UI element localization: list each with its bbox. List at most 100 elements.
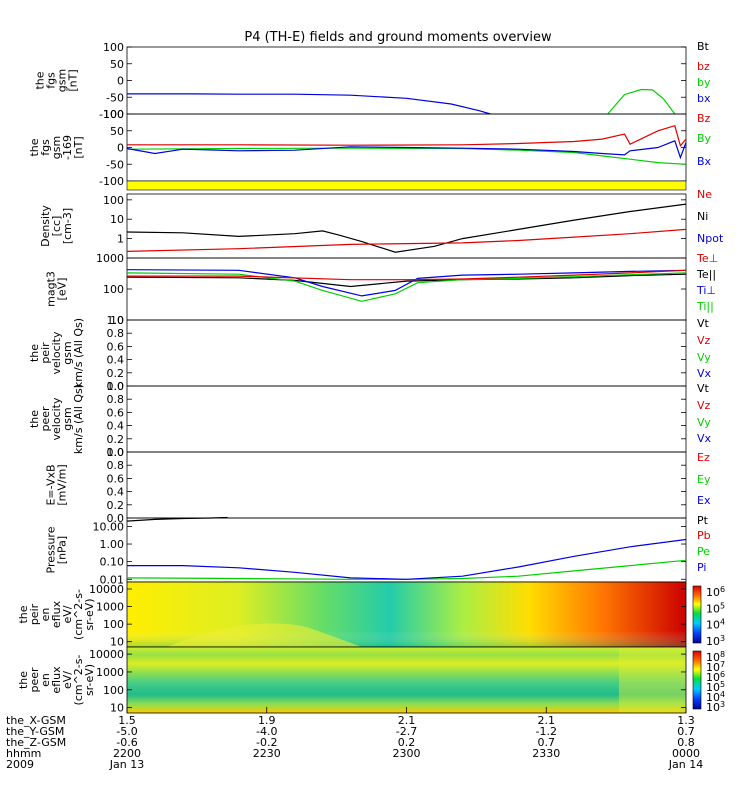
legend-Te⊥: Te⊥ <box>696 252 718 265</box>
legend-By: By <box>697 132 712 145</box>
legend-Pt: Pt <box>697 514 709 527</box>
x-tick-label: 0.7 <box>677 725 695 738</box>
legend-Npot: Npot <box>697 232 724 245</box>
y-tick-label: 0.4 <box>107 354 125 367</box>
y-tick-label: 0.2 <box>107 433 125 446</box>
colorbar-tick-label: 108 <box>706 650 725 664</box>
legend-Vy: Vy <box>697 351 711 364</box>
colorbar-tick-label: 107 <box>706 660 725 674</box>
y-label-line: peir <box>28 603 41 625</box>
colorbar-scale <box>692 585 702 644</box>
legend-Pe: Pe <box>697 545 710 558</box>
y-tick-label: 10.00 <box>93 520 125 533</box>
y-axis-label: Pressure[nPa] <box>45 526 69 573</box>
y-tick-label: 0.2 <box>107 367 125 380</box>
y-tick-label: 0.4 <box>107 420 125 433</box>
y-tick-label: 0.6 <box>107 406 125 419</box>
panel-peirvel: 1.00.80.60.40.20.0thepeirvelocitygsmkm/s… <box>28 314 712 393</box>
x-tick-label: 1.5 <box>118 714 136 727</box>
y-label-line: en <box>39 608 52 622</box>
y-label-line: eV/ <box>61 605 74 623</box>
y-label-line: peer <box>28 667 41 693</box>
y-tick-label: -50 <box>106 158 124 171</box>
y-tick-label: 1.0 <box>107 446 125 459</box>
y-label-line: Density <box>39 205 52 247</box>
x-tick-label: 2.1 <box>398 714 416 727</box>
colorbar-scale <box>692 650 702 710</box>
x-axis-row-label: the_Y-GSM <box>6 725 64 738</box>
y-label-line: eV/ <box>61 671 74 689</box>
y-tick-label: 10000 <box>89 648 124 661</box>
y-axis-label: Density[cc][cm-3] <box>39 205 74 247</box>
x-tick-label: -2.7 <box>396 725 417 738</box>
series-by-arc <box>607 88 676 115</box>
panel-density: 100 10 1 Density[cc][cm-3] Ne Ni Npot Te⊥ <box>39 188 724 265</box>
y-label-line: [cm-3] <box>61 208 74 244</box>
y-tick-label: 1 <box>117 233 124 246</box>
y-label-line: -169 <box>61 135 74 160</box>
series-Bz-line <box>127 124 687 148</box>
y-label-line: [cc] <box>50 216 63 237</box>
y-tick-label: 100 <box>103 108 124 121</box>
y-label-line: E=-VxB <box>45 464 58 505</box>
colorbar-tick-label: 105 <box>706 601 725 615</box>
x-tick-label: Jan 13 <box>109 758 144 771</box>
colorbar-tick-label: 104 <box>706 690 725 704</box>
y-tick-label: 0 <box>117 142 124 155</box>
y-tick-label: -50 <box>106 91 124 104</box>
series-Te⊥-line <box>127 269 687 281</box>
y-label-line: [nT] <box>72 136 85 158</box>
y-label-line: [eV] <box>56 278 69 301</box>
legend-Vx: Vx <box>697 367 712 380</box>
panel-peervel: 1.00.80.60.40.20.0thepeervelocitygsmkm/s… <box>28 380 712 459</box>
y-label-line: fgs <box>39 139 52 156</box>
y-label-line: the <box>28 138 41 156</box>
x-tick-label: 1.9 <box>258 714 276 727</box>
colorbar-tick-label: 103 <box>706 634 725 648</box>
series-Pt-line <box>126 516 228 522</box>
x-tick-label: Jan 14 <box>668 758 703 771</box>
spectrogram-feature <box>167 623 362 647</box>
panel-frame <box>126 319 687 387</box>
y-tick-label: 10 <box>110 636 124 649</box>
yellow-flag-bar <box>126 180 687 191</box>
spectrogram-feature <box>618 647 686 713</box>
legend-Vz: Vz <box>697 334 711 347</box>
series-Ti⊥-line <box>126 269 687 297</box>
panel-peer_spec: 10810710610510410310000100010010thepeere… <box>17 646 725 715</box>
y-tick-label: 0.4 <box>107 486 125 499</box>
y-tick-label: 0.8 <box>107 393 125 406</box>
x-axis-row-label: 2009 <box>6 758 34 771</box>
y-label-line: velocity <box>50 397 63 440</box>
y-label-line: [nT] <box>67 69 80 91</box>
y-tick-label: 10000 <box>89 583 124 596</box>
y-tick-label: 1000 <box>96 252 124 265</box>
y-tick-label: 0.6 <box>107 340 125 353</box>
legend-Vy: Vy <box>697 416 711 429</box>
plot-title: P4 (TH-E) fields and ground moments over… <box>244 30 552 45</box>
colorbar-tick-label: 106 <box>706 670 725 684</box>
y-tick-label: 100 <box>103 194 124 207</box>
spectrogram-fill <box>127 647 686 713</box>
legend-Pb: Pb <box>697 529 711 542</box>
y-label-line: (cm^2-s- <box>72 589 85 640</box>
x-tick-label: 2330 <box>532 747 560 760</box>
legend-Ni: Ni <box>697 210 708 223</box>
x-tick-label: 2300 <box>393 747 421 760</box>
x-tick-label: -5.0 <box>116 725 137 738</box>
panel-peir_spec: 106 105 104 103 10000 1000 100 10 thepeireneflux… <box>17 581 725 649</box>
series-Te||-line <box>126 273 687 288</box>
colorbar-tick-label: 106 <box>706 585 725 599</box>
y-label-line: gsm <box>61 341 74 364</box>
colorbar-tick-label: 103 <box>706 700 725 714</box>
y-tick-label: 0 <box>117 75 124 88</box>
y-tick-label: 0.8 <box>107 327 125 340</box>
y-label-line: fgs <box>45 72 58 89</box>
